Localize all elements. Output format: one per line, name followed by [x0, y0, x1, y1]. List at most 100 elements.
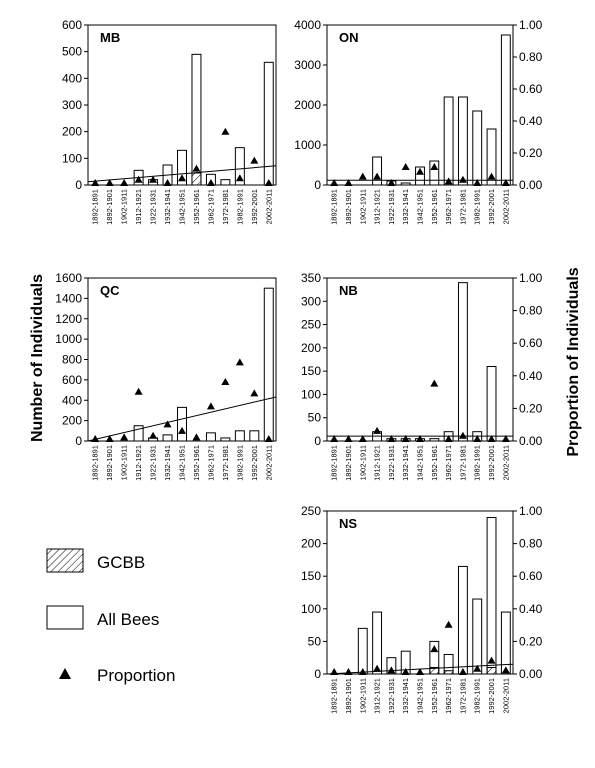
proportion-point [330, 435, 339, 442]
right-tick-label: 0.80 [519, 304, 543, 318]
left-tick-label: 150 [301, 364, 321, 378]
left-tick-label: 4000 [294, 18, 321, 32]
right-tick-label: 0.40 [519, 114, 543, 128]
category-label: 1962-1971 [444, 189, 453, 225]
proportion-point [221, 377, 230, 385]
proportion-point [501, 666, 510, 674]
proportion-point [501, 179, 510, 186]
proportion-point [344, 435, 353, 442]
proportion-point [430, 379, 439, 387]
bar-all-bees [457, 282, 468, 442]
category-label: 1962-1971 [444, 445, 453, 481]
right-tick-label: 0.40 [519, 602, 543, 616]
left-tick-label: 0 [314, 178, 321, 192]
bar-all-bees [263, 287, 274, 442]
proportion-point [473, 435, 482, 442]
bar-all-bees [472, 110, 483, 186]
category-label: 1892-1901 [344, 189, 353, 225]
trend-line [87, 396, 277, 442]
category-label: 1932-1941 [163, 445, 172, 481]
category-label: 1952-1961 [192, 445, 201, 481]
category-label: 1952-1961 [430, 445, 439, 481]
proportion-point [330, 668, 339, 675]
legend-gcbb-swatch [46, 548, 84, 573]
legend-gcbb-label: GCBB [97, 553, 145, 572]
proportion-point [91, 435, 100, 442]
category-label: 1892-1891 [91, 189, 100, 225]
category-label: 1932-1941 [401, 678, 410, 714]
category-label: 1902-1911 [358, 189, 367, 224]
category-label: 1892-1891 [91, 445, 100, 481]
category-label: 1912-1921 [134, 445, 143, 481]
proportion-point [416, 167, 424, 175]
proportion-point [250, 389, 259, 397]
category-label: 1982-1991 [473, 189, 482, 225]
category-label: 1902-1911 [358, 678, 367, 713]
right-tick-label: 1.00 [519, 504, 543, 518]
bar-all-bees [234, 147, 245, 186]
plot-frame-on [326, 24, 514, 186]
proportion-point [416, 668, 424, 675]
right-tick-label: 0.20 [519, 634, 543, 648]
proportion-point [373, 426, 382, 434]
proportion-point [178, 174, 186, 182]
left-tick-label: 0 [314, 667, 321, 681]
proportion-point [344, 668, 353, 675]
proportion-point [163, 420, 172, 428]
category-label: 1942-1951 [416, 678, 425, 714]
left-tick-label: 2000 [294, 98, 321, 112]
left-tick-label: 200 [62, 414, 82, 428]
proportion-point [206, 179, 215, 186]
left-tick-label: 1400 [55, 291, 82, 305]
category-label: 2002-2011 [501, 189, 510, 224]
proportion-point [134, 387, 143, 395]
bar-all-bees [162, 434, 173, 442]
proportion-point [358, 668, 367, 675]
panel-title-on: ON [339, 30, 359, 45]
left-tick-label: 0 [75, 178, 82, 192]
left-tick-label: 200 [301, 537, 321, 551]
left-tick-label: 300 [301, 294, 321, 308]
left-tick-label: 600 [62, 18, 82, 32]
left-tick-label: 250 [301, 504, 321, 518]
proportion-point [444, 620, 453, 628]
bar-all-bees [457, 565, 468, 675]
category-label: 1962-1971 [206, 189, 215, 225]
category-label: 1912-1921 [134, 189, 143, 225]
right-tick-label: 0.80 [519, 50, 543, 64]
right-tick-label: 0.20 [519, 146, 543, 160]
proportion-point [358, 172, 367, 180]
right-tick-label: 0.00 [519, 434, 543, 448]
category-label: 1912-1921 [373, 678, 382, 714]
proportion-point [235, 358, 244, 366]
bar-gcbb [191, 172, 202, 186]
proportion-point [373, 172, 382, 180]
left-tick-label: 300 [62, 98, 82, 112]
category-label: 1972-1981 [221, 445, 230, 481]
category-label: 1942-1951 [416, 445, 425, 481]
proportion-point [192, 164, 201, 172]
proportion-point [387, 179, 396, 186]
proportion-point [401, 668, 410, 675]
proportion-point [444, 177, 453, 185]
category-label: 1982-1991 [235, 189, 244, 225]
proportion-point [473, 179, 482, 186]
bar-all-bees [386, 657, 397, 675]
bar-all-bees [415, 166, 425, 186]
category-label: 1892-1901 [344, 445, 353, 481]
bar-gcbb [429, 666, 440, 675]
plot-frame-ns [326, 510, 514, 675]
category-label: 1902-1911 [358, 445, 367, 480]
bar-all-bees [372, 611, 383, 675]
proportion-point [120, 433, 129, 441]
left-tick-label: 350 [301, 271, 321, 285]
proportion-point [264, 435, 273, 442]
right-tick-label: 0.80 [519, 537, 543, 551]
left-tick-label: 1000 [294, 138, 321, 152]
proportion-point [192, 433, 201, 441]
category-label: 1972-1981 [458, 445, 467, 481]
bar-all-bees [220, 179, 231, 186]
panel-on: 0 1000 2000 3000 4000 0.00 0.20 0.40 0.60 0.80 1.0… [294, 18, 542, 225]
